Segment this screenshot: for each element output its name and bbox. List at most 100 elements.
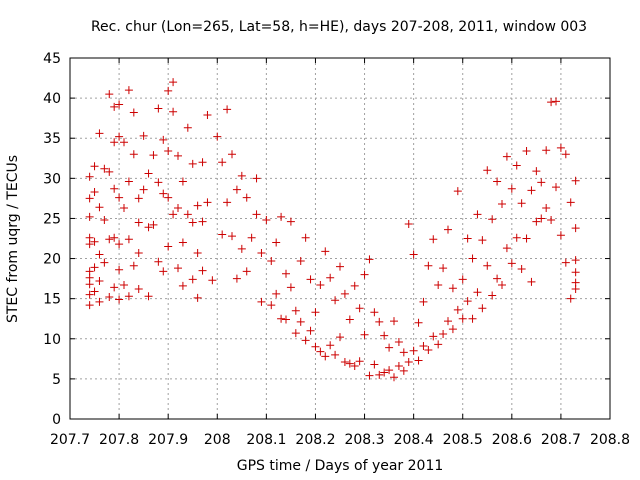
data-point	[193, 293, 202, 302]
y-tick-label: 30	[43, 171, 61, 187]
data-point	[188, 275, 197, 284]
data-point	[228, 150, 236, 159]
data-point	[483, 166, 492, 175]
data-point	[100, 164, 109, 173]
data-point	[178, 238, 187, 247]
data-point	[409, 346, 418, 355]
data-point	[149, 151, 158, 160]
data-point	[110, 102, 119, 111]
data-point	[159, 267, 168, 276]
data-point	[380, 368, 389, 377]
data-point	[331, 350, 340, 359]
data-point	[90, 237, 99, 246]
data-point	[340, 289, 349, 298]
x-tick-label: 208.4	[394, 432, 434, 448]
data-point	[561, 258, 570, 267]
data-point	[247, 233, 256, 242]
data-point	[468, 254, 477, 263]
data-point	[85, 301, 94, 310]
data-point	[110, 184, 119, 193]
data-point	[414, 318, 423, 327]
data-point	[444, 317, 452, 326]
data-point	[272, 289, 281, 298]
y-tick-label: 10	[43, 332, 61, 348]
data-point	[85, 280, 94, 289]
data-point	[316, 347, 325, 356]
data-point	[370, 360, 379, 369]
data-point	[311, 308, 320, 317]
data-point	[144, 292, 153, 301]
data-point	[370, 308, 379, 317]
grid	[70, 58, 610, 419]
data-point	[85, 240, 94, 249]
data-point	[394, 337, 403, 346]
data-point	[468, 314, 477, 323]
x-tick-label: 208.7	[541, 432, 581, 448]
y-axis-label: STEC from uqrg / TECUs	[5, 155, 21, 323]
data-point	[537, 214, 546, 223]
data-point	[218, 158, 227, 167]
data-point	[85, 290, 94, 299]
data-point	[522, 234, 531, 243]
data-point	[213, 132, 222, 141]
data-point	[174, 264, 182, 273]
data-point	[296, 317, 305, 326]
data-point	[498, 281, 506, 290]
data-point	[228, 232, 236, 241]
data-point	[566, 294, 575, 303]
x-tick-label: 208.6	[492, 432, 532, 448]
data-point	[124, 177, 133, 186]
data-point	[267, 256, 276, 265]
data-point	[252, 210, 261, 219]
data-point	[169, 107, 178, 116]
data-point	[232, 185, 241, 194]
data-point	[296, 256, 305, 265]
data-point	[188, 159, 197, 168]
data-point	[571, 285, 580, 294]
data-point	[375, 370, 384, 379]
data-point	[144, 223, 153, 232]
data-point	[444, 225, 452, 234]
data-point	[105, 90, 114, 99]
data-point	[286, 217, 295, 226]
data-point	[115, 132, 124, 141]
data-point	[453, 187, 462, 196]
data-point	[144, 169, 153, 178]
data-point	[154, 257, 163, 266]
data-point	[326, 273, 335, 282]
data-point	[183, 210, 192, 219]
axis-ticks: 207.7 207.8 207.9 208 208.1 208.2 208.3 208.4 20…	[43, 51, 630, 448]
x-tick-label: 208.1	[246, 432, 286, 448]
x-tick-label: 208.8	[590, 432, 630, 448]
data-point	[493, 274, 502, 283]
data-point	[473, 288, 482, 297]
data-point	[429, 235, 438, 244]
data-point	[321, 247, 330, 256]
data-point	[183, 123, 192, 132]
data-point	[110, 138, 119, 147]
data-point	[424, 346, 433, 355]
data-point	[85, 194, 94, 203]
data-point	[169, 78, 178, 87]
x-tick-label: 208.3	[344, 432, 384, 448]
data-point	[164, 193, 173, 202]
x-tick-label: 208.2	[295, 432, 335, 448]
data-point	[193, 201, 202, 210]
data-point	[282, 269, 290, 278]
data-point	[547, 98, 556, 107]
data-point	[129, 261, 138, 270]
x-tick-label: 207.8	[99, 432, 139, 448]
data-point	[390, 317, 398, 326]
data-point	[223, 198, 232, 207]
data-point	[537, 178, 546, 187]
data-point	[556, 231, 565, 240]
data-point	[399, 348, 408, 357]
data-point	[502, 152, 511, 161]
data-point	[134, 218, 143, 227]
y-tick-label: 5	[52, 372, 61, 388]
data-point	[291, 306, 300, 315]
data-point	[448, 325, 457, 334]
data-point	[507, 184, 516, 193]
data-point	[350, 362, 359, 371]
